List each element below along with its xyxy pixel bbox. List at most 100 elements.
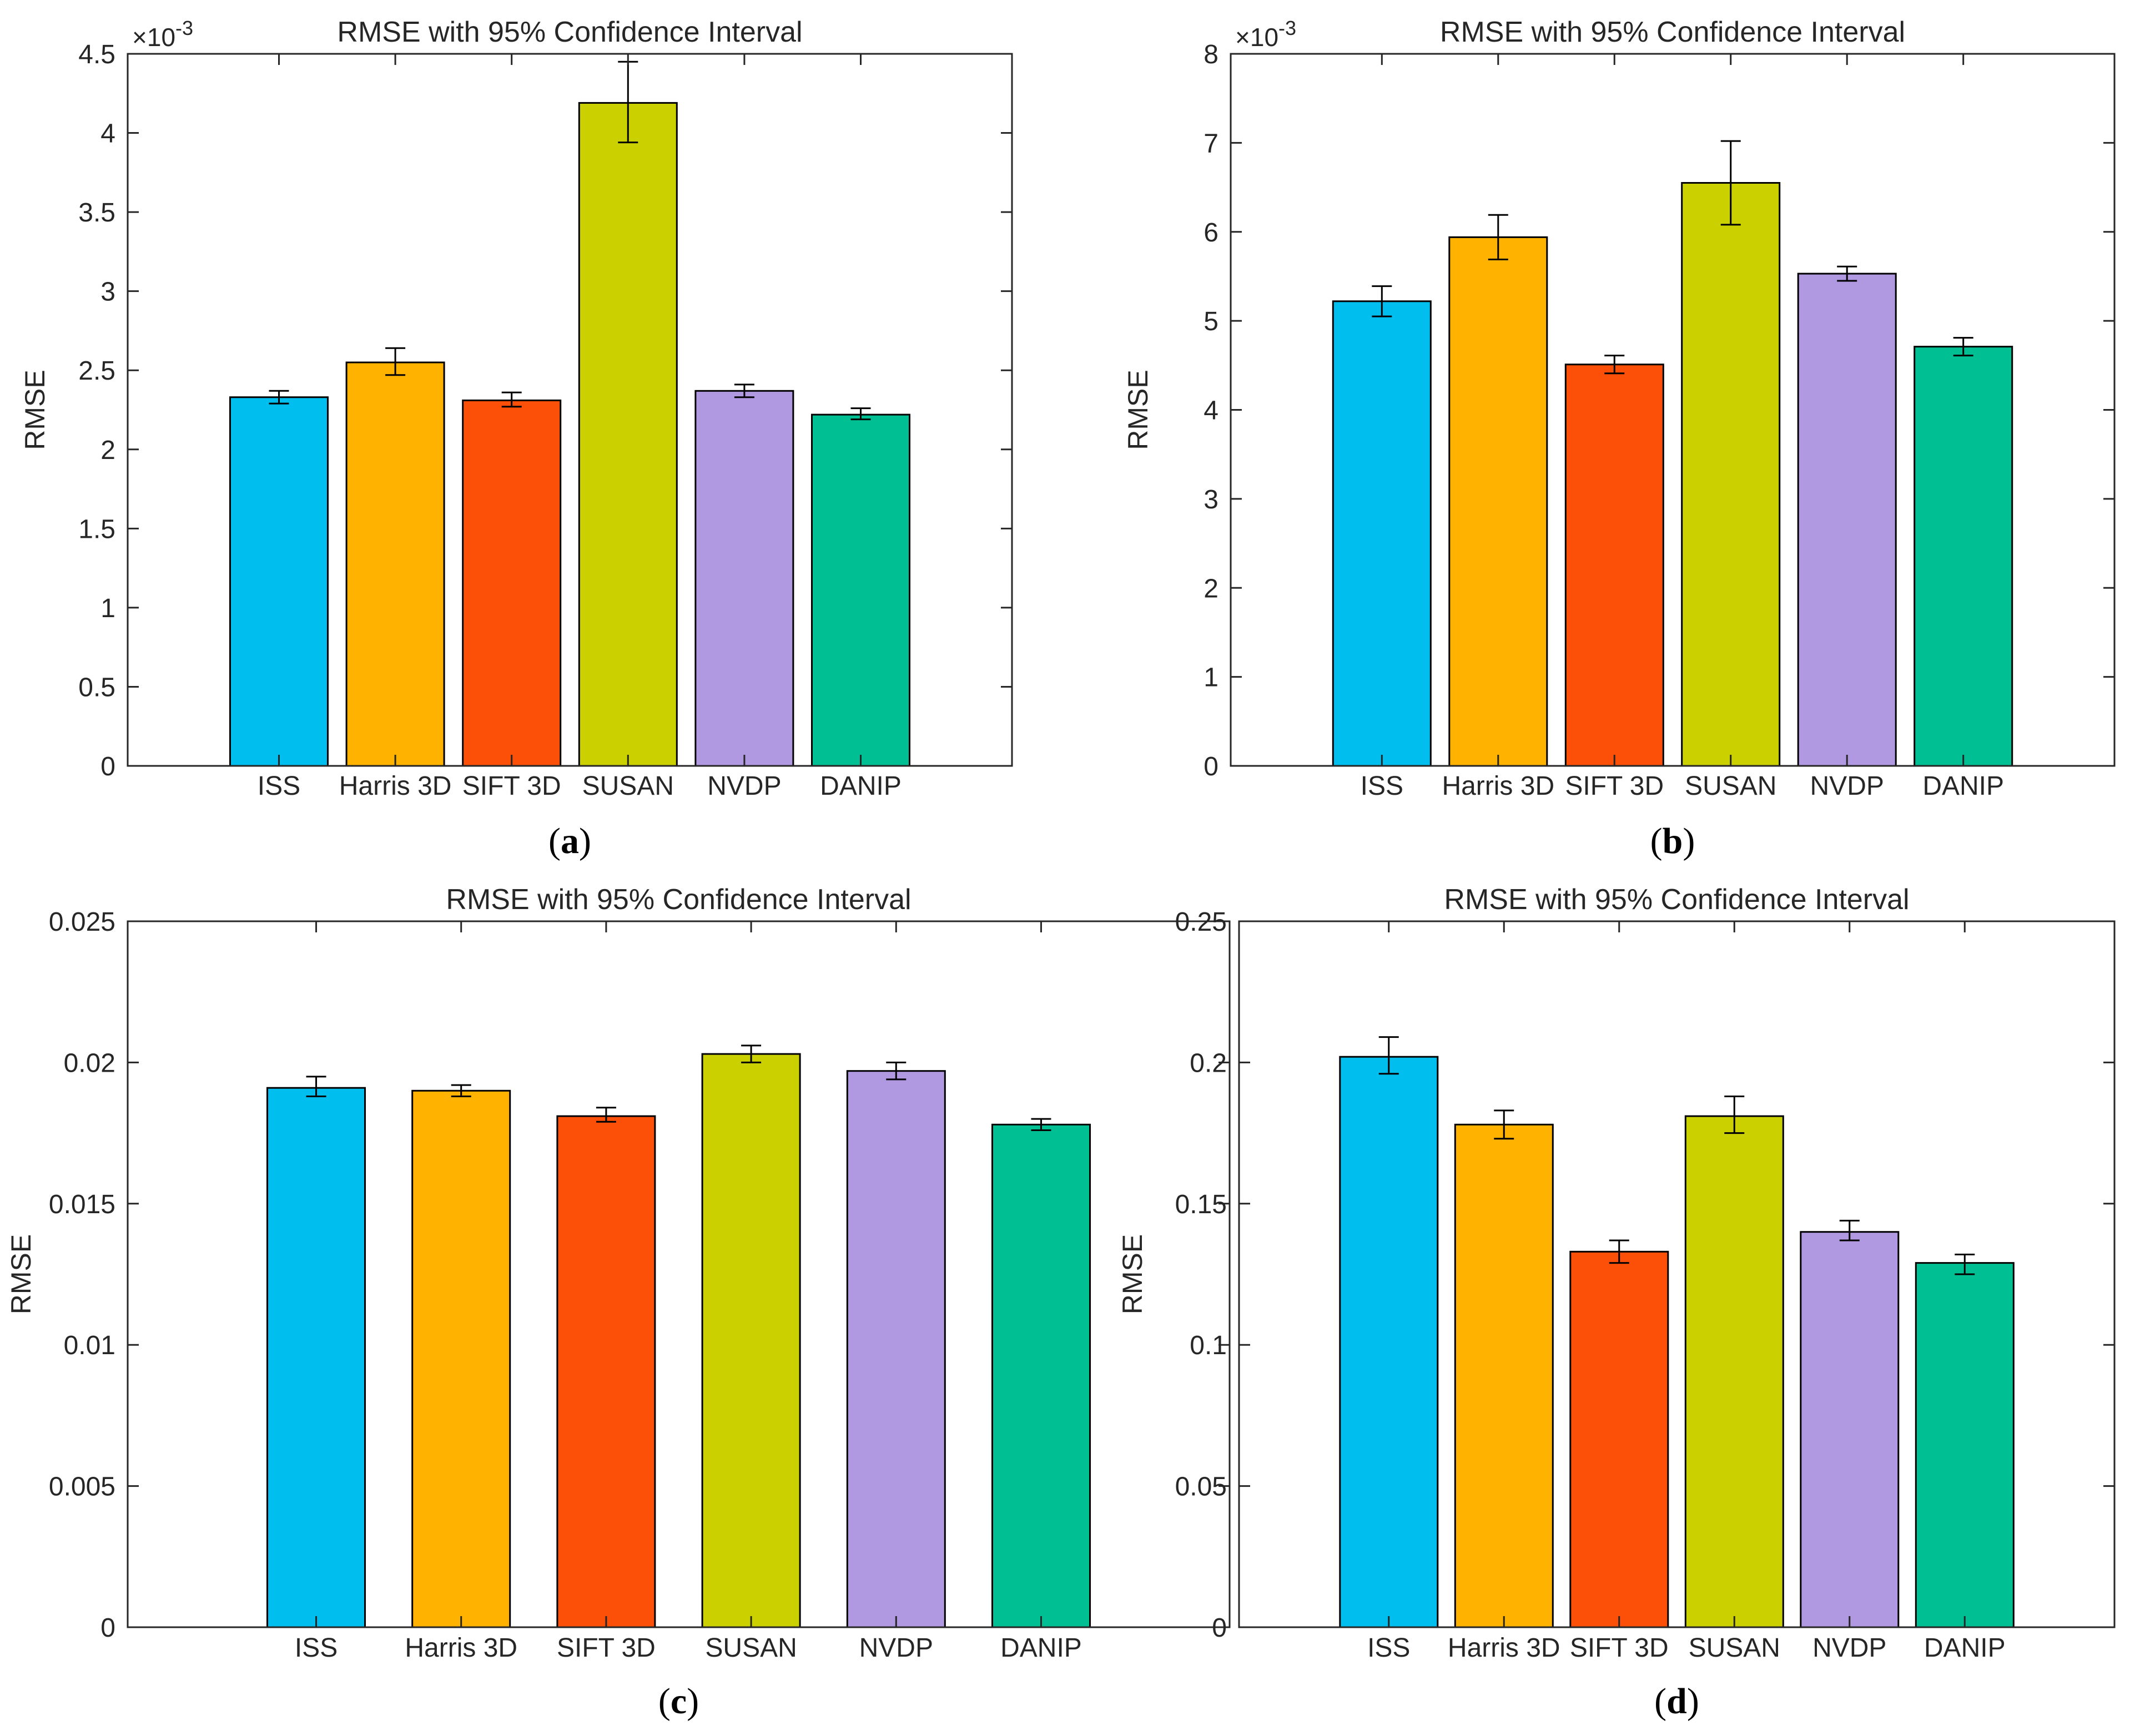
exponent-base: ×10 [132, 23, 175, 52]
x-tick-label: DANIP [1922, 771, 2004, 801]
chart-panel-d: 0 0.05 0.1 0.15 0.2 0.25 ISS Harris 3D SIFT 3D SU… [1117, 884, 2116, 1722]
y-tick-label: 0.05 [1175, 1472, 1227, 1502]
panel-label: (a) [548, 821, 591, 861]
error-bar [306, 1076, 326, 1097]
error-bar [1953, 337, 1973, 357]
bar-iss [1332, 300, 1432, 767]
y-tick-label: 4.5 [78, 40, 115, 69]
panel-label-letter: d [1666, 1681, 1687, 1722]
y-tick-label: 1 [100, 594, 115, 623]
bar-danip [811, 413, 910, 767]
panel-label-letter: c [671, 1681, 687, 1722]
panel-label-letter: a [561, 821, 579, 861]
y-axis-exponent: ×10-3 [132, 17, 193, 52]
x-tick-label: NVDP [707, 771, 781, 801]
error-bar [385, 347, 406, 376]
panel-label: (d) [1654, 1681, 1699, 1722]
x-tick-label: SIFT 3D [462, 771, 561, 801]
y-tick-label: 0 [1204, 752, 1218, 781]
chart-panel-c: 0 0.005 0.01 0.015 0.02 0.025 ISS Harris 3D SIFT… [6, 884, 1231, 1722]
bar-danip [991, 1123, 1091, 1628]
x-tick-label: Harris 3D [339, 771, 452, 801]
bar-sift-3d [1564, 364, 1664, 767]
error-bar [596, 1107, 616, 1123]
x-tick-label: DANIP [820, 771, 902, 801]
x-tick-label: SUSAN [1685, 771, 1776, 801]
panel-label-close: ) [579, 821, 591, 861]
y-tick-label: 3 [1204, 485, 1218, 514]
error-bar [1720, 140, 1741, 226]
y-tick-label: 0.005 [49, 1472, 115, 1502]
y-tick-label: 0.015 [49, 1190, 115, 1219]
y-tick-label: 8 [1204, 40, 1218, 69]
y-tick-label: 0 [1212, 1613, 1227, 1643]
y-tick-label: 0.25 [1175, 907, 1227, 937]
y-tick-label: 0.2 [1190, 1048, 1227, 1078]
bar-harris-3d [345, 361, 445, 767]
y-tick-label: 4 [1204, 396, 1218, 426]
x-tick-label: SIFT 3D [1570, 1633, 1669, 1663]
y-tick-label: 6 [1204, 218, 1218, 248]
error-bar [1488, 214, 1508, 260]
bar-harris-3d [1448, 236, 1548, 767]
y-tick-label: 0.5 [78, 673, 115, 702]
y-tick-label: 0.15 [1175, 1190, 1227, 1219]
y-tick-label: 0 [100, 1613, 115, 1643]
y-axis-label: RMSE [1122, 370, 1154, 450]
y-tick-label: 1 [1204, 663, 1218, 693]
chart-panel-b: 0 1 2 3 4 5 6 7 8 ISS Harris 3D SIFT 3D SUSAN NVDP DAN… [1122, 16, 2116, 861]
panel-label-close: ) [1683, 821, 1695, 861]
chart-title: RMSE with 95% Confidence Interval [1444, 884, 1909, 916]
y-tick-label: 1.5 [78, 514, 115, 544]
x-tick-label: SUSAN [1689, 1633, 1780, 1663]
bar-sift-3d [1569, 1250, 1669, 1628]
y-tick-label: 7 [1204, 129, 1218, 158]
y-tick-label: 3 [100, 277, 115, 307]
error-bar [269, 390, 289, 405]
x-tick-label: SIFT 3D [1565, 771, 1664, 801]
x-tick-label: ISS [1367, 1633, 1410, 1663]
axes-box [127, 53, 1013, 767]
panel-label: (c) [658, 1681, 699, 1722]
axes-box [127, 920, 1231, 1628]
error-bar [1839, 1219, 1860, 1242]
y-tick-label: 0 [100, 752, 115, 781]
y-tick-label: 2.5 [78, 356, 115, 386]
x-tick-label: SUSAN [705, 1633, 797, 1663]
error-bar [451, 1084, 471, 1097]
bar-susan [1681, 182, 1781, 767]
y-tick-label: 2 [100, 436, 115, 465]
axes-box [1238, 920, 2116, 1628]
bar-sift-3d [462, 399, 562, 767]
x-tick-label: DANIP [1000, 1633, 1082, 1663]
chart-title: RMSE with 95% Confidence Interval [337, 16, 802, 48]
chart-panel-a: 0 0.5 1 1.5 2 2.5 3 3.5 4 4.5 ISS Harris 3D SIFT 3D S… [19, 16, 1013, 861]
y-axis-label: RMSE [1117, 1234, 1148, 1314]
bar-nvdp [694, 390, 794, 767]
x-tick-label: NVDP [1812, 1633, 1886, 1663]
y-tick-label: 0.01 [64, 1331, 115, 1360]
y-tick-label: 5 [1204, 307, 1218, 336]
bar-harris-3d [411, 1089, 511, 1628]
chart-title: RMSE with 95% Confidence Interval [446, 884, 911, 916]
panel-label-open: ( [1650, 821, 1663, 861]
y-axis-label: RMSE [6, 1234, 37, 1314]
y-axis-exponent: ×10-3 [1235, 17, 1296, 52]
y-axis-label: RMSE [19, 370, 51, 450]
error-bar [1837, 265, 1857, 282]
y-tick-label: 4 [100, 119, 115, 149]
panel-label-open: ( [658, 1681, 671, 1722]
bar-susan [701, 1053, 801, 1628]
error-bar [850, 407, 871, 421]
bar-nvdp [846, 1070, 946, 1628]
error-bar [886, 1061, 907, 1081]
y-tick-label: 0.1 [1190, 1331, 1227, 1360]
error-bar [1955, 1253, 1975, 1275]
exponent-power: -3 [175, 17, 193, 39]
x-tick-label: Harris 3D [405, 1633, 517, 1663]
bar-susan [1684, 1115, 1784, 1628]
error-bar [501, 391, 522, 408]
bar-danip [1915, 1262, 2015, 1628]
x-tick-label: Harris 3D [1448, 1633, 1560, 1663]
